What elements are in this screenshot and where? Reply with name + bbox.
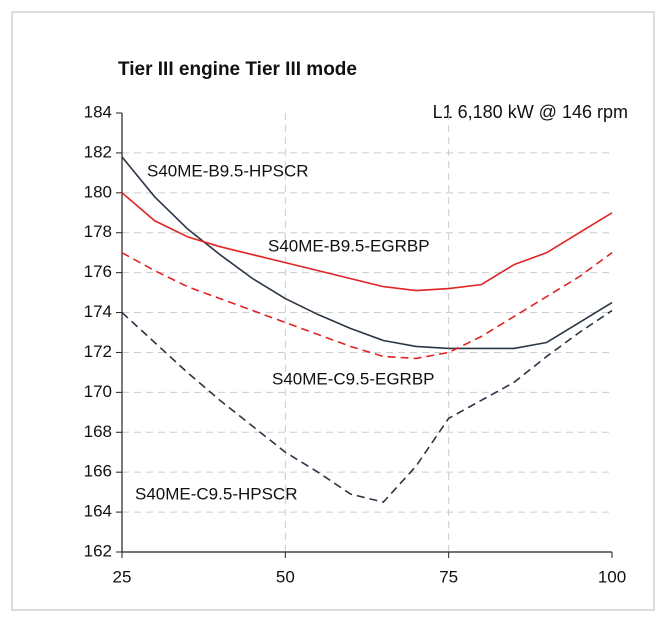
y-tick-label: 184 <box>84 102 112 121</box>
y-tick-label: 182 <box>84 142 112 161</box>
y-tick-label: 168 <box>84 422 112 441</box>
y-tick-label: 172 <box>84 342 112 361</box>
frame <box>11 11 655 611</box>
y-tick-label: 170 <box>84 382 112 401</box>
series-label: S40ME-B9.5-HPSCR <box>147 161 309 180</box>
chart-title: Tier III engine Tier III mode <box>118 59 357 80</box>
series-label: S40ME-C9.5-EGRBP <box>272 369 435 388</box>
y-tick-label: 178 <box>84 222 112 241</box>
x-tick-label: 50 <box>276 567 295 586</box>
annotation: L1 6,180 kW @ 146 rpm <box>433 102 628 122</box>
y-tick-label: 162 <box>84 541 112 560</box>
y-tick-label: 176 <box>84 262 112 281</box>
x-tick-label: 75 <box>439 567 458 586</box>
series-label: S40ME-B9.5-EGRBP <box>268 236 430 255</box>
x-tick-label: 25 <box>113 567 132 586</box>
series-line <box>121 192 613 292</box>
y-tick-label: 174 <box>84 302 112 321</box>
y-tick-label: 180 <box>84 182 112 201</box>
x-tick-label: 100 <box>598 567 626 586</box>
series-line <box>121 251 613 360</box>
series-line <box>121 309 613 503</box>
y-tick-label: 164 <box>84 502 112 521</box>
series-label: S40ME-C9.5-HPSCR <box>135 484 298 503</box>
y-tick-label: 166 <box>84 462 112 481</box>
